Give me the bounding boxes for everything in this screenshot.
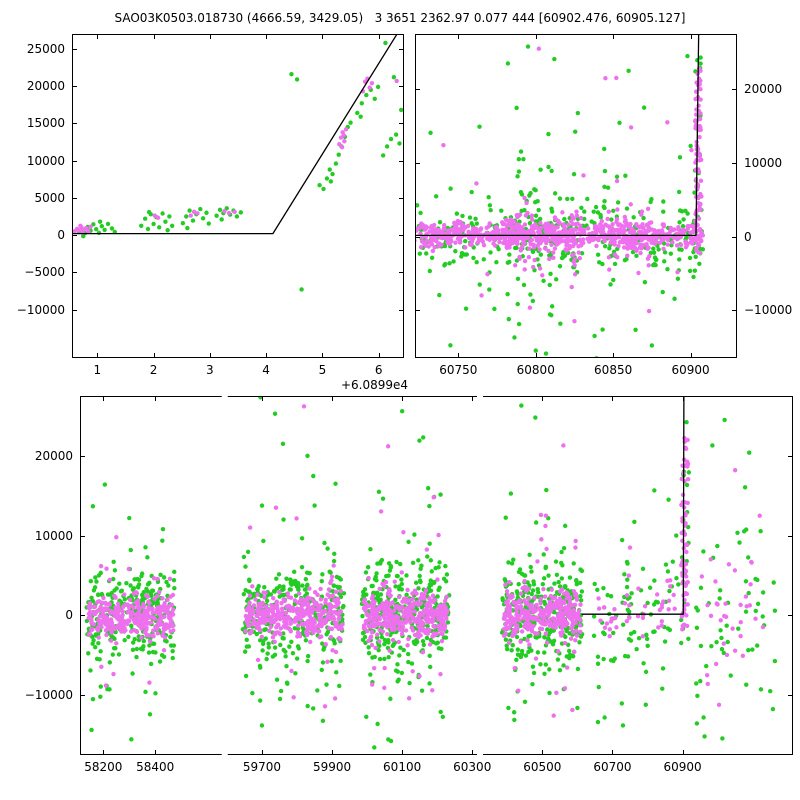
panel-flux-zoom-recent[interactable]: 1 2 3 4 5 6 −10000 −5000 0 5000 10000 15000 20000 250…	[17, 34, 408, 392]
x-tick-label: 60800	[516, 363, 555, 377]
y-tick-label: 20000	[26, 79, 65, 94]
x-tick-label: 5	[318, 363, 327, 377]
x-tick-label: 60700	[593, 760, 632, 774]
panel-flux-full-history[interactable]: 58200 58400 59700 59900 60100 60300 60500 60700…	[25, 396, 793, 774]
x-tick-label: 58400	[136, 760, 175, 774]
y-tick-label: 20000	[34, 448, 73, 463]
y-tick-label: 0	[65, 608, 73, 623]
x-tick-label: 4	[262, 363, 270, 377]
y-tick-label: 10000	[26, 153, 65, 168]
x-tick-label: 6	[374, 363, 383, 377]
x-tick-label: 60750	[439, 363, 478, 377]
y-tick-label: 5000	[34, 190, 65, 205]
y-tick-label: −10000	[744, 303, 793, 318]
y-tick-label: 0	[57, 228, 65, 243]
plot-canvas[interactable]	[415, 34, 737, 358]
x-tick-label: 59700	[242, 760, 282, 774]
x-tick-label: 2	[149, 363, 158, 377]
x-tick-label: 3	[206, 363, 214, 377]
x-tick-label: 60900	[663, 760, 702, 774]
x-tick-label: 60500	[523, 760, 562, 774]
y-tick-label: 0	[744, 229, 752, 244]
x-tick-label: 60850	[594, 363, 633, 377]
y-tick-label: −10000	[16, 302, 65, 317]
y-tick-label: −10000	[24, 688, 73, 703]
y-tick-label: 15000	[26, 116, 65, 131]
x-tick-label: 59900	[312, 760, 352, 774]
x-tick-label: 60100	[383, 760, 422, 774]
y-tick-label: 25000	[26, 41, 65, 56]
plot-canvas[interactable]	[72, 34, 404, 358]
y-tick-label: 10000	[744, 155, 783, 170]
x-tick-label: 60900	[671, 363, 710, 377]
panel-flux-recent-window[interactable]: 60750 60800 60850 60900 −10000 0 10000 20000	[415, 34, 792, 377]
y-tick-label: −5000	[24, 265, 65, 280]
x-tick-label: 60300	[453, 760, 492, 774]
y-tick-label: 10000	[34, 528, 73, 543]
x-axis-offset-label: +6.0899e4	[340, 378, 408, 392]
x-tick-label: 58200	[84, 760, 123, 774]
x-tick-label: 1	[93, 363, 102, 377]
y-tick-label: 20000	[744, 82, 783, 97]
figure-title: SAO03K0503.018730 (4666.59, 3429.05) 3 3…	[114, 11, 686, 25]
plot-canvas[interactable]	[80, 396, 793, 755]
